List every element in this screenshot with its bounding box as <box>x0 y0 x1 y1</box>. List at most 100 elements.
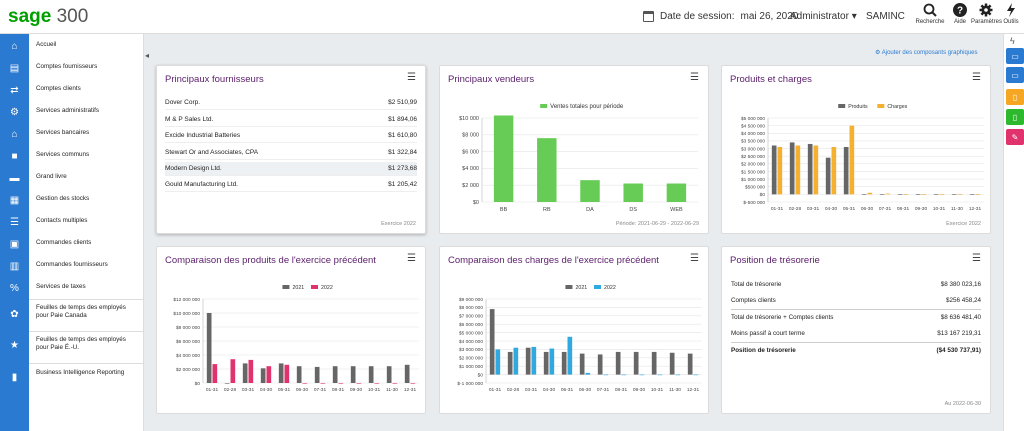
admin-icon[interactable]: ⚙ <box>10 106 19 118</box>
legend-label[interactable]: Ventes totales pour période <box>550 104 624 110</box>
bar[interactable] <box>314 366 320 383</box>
settings-button[interactable]: Paramètres <box>971 3 1002 25</box>
receivables-icon[interactable]: ⇄ <box>10 84 19 96</box>
legend-label[interactable]: 2021 <box>575 285 587 291</box>
bar[interactable] <box>579 353 585 375</box>
tools-button[interactable]: Outils <box>999 3 1023 25</box>
table-row[interactable]: M & P Sales Ltd. $1 894,06 <box>165 113 417 127</box>
bar[interactable] <box>368 366 374 383</box>
menu-item[interactable]: Business Intelligence Reporting <box>36 369 125 376</box>
bar[interactable] <box>777 147 783 195</box>
menu-item[interactable]: Services de taxes <box>36 283 86 290</box>
bar[interactable] <box>843 147 849 195</box>
bar[interactable] <box>623 183 643 202</box>
menu-item[interactable]: Commandes clients <box>36 239 92 246</box>
legend-label[interactable]: Produits <box>848 104 868 110</box>
legend-label[interactable]: 2021 <box>292 285 304 291</box>
session-date[interactable]: Date de session: mai 26, 2020 <box>643 11 798 22</box>
table-row[interactable]: Gould Manufacturing Ltd. $1 205,42 <box>165 178 417 192</box>
bar[interactable] <box>597 354 603 375</box>
menu-item[interactable]: Services communs <box>36 151 90 158</box>
bar[interactable] <box>633 351 639 375</box>
bar[interactable] <box>525 347 531 375</box>
collapse-menu-icon[interactable]: ◂ <box>145 51 150 60</box>
search-button[interactable]: Recherche <box>915 3 945 25</box>
bar[interactable] <box>338 383 344 384</box>
bar[interactable] <box>561 351 567 375</box>
bar[interactable] <box>356 383 362 384</box>
menu-item[interactable]: Services administratifs <box>36 107 99 114</box>
bar[interactable] <box>885 193 891 195</box>
bar[interactable] <box>278 363 284 383</box>
bar[interactable] <box>903 194 909 195</box>
tax-icon[interactable]: % <box>10 282 19 294</box>
bar[interactable] <box>771 145 777 195</box>
bar[interactable] <box>951 194 957 195</box>
legend-label[interactable]: 2022 <box>604 285 616 291</box>
bar[interactable] <box>386 366 392 383</box>
bar[interactable] <box>687 353 693 375</box>
menu-item[interactable]: Feuilles de temps des employés pour Paie… <box>36 336 126 351</box>
bar[interactable] <box>266 366 272 383</box>
bar[interactable] <box>495 349 501 375</box>
bar[interactable] <box>975 194 981 195</box>
inventory-icon[interactable]: ▦ <box>9 194 20 206</box>
menu-icon[interactable]: ☰ <box>690 72 699 83</box>
bar[interactable] <box>651 351 657 375</box>
menu-item[interactable]: Accueil <box>36 41 57 48</box>
menu-item[interactable]: Gestion des stocks <box>36 195 90 202</box>
bar[interactable] <box>392 383 398 384</box>
legend-label[interactable]: 2022 <box>321 285 333 291</box>
bar[interactable] <box>350 366 356 383</box>
menu-icon[interactable]: ☰ <box>407 253 416 264</box>
bar[interactable] <box>489 309 495 375</box>
bar[interactable] <box>897 194 903 195</box>
table-row[interactable]: Stewart Or and Associates, CPA $1 322,84 <box>165 146 417 160</box>
bar[interactable] <box>230 359 236 383</box>
bar[interactable] <box>666 183 687 202</box>
sage-logo[interactable]: sage 300 <box>8 6 89 27</box>
bar[interactable] <box>284 364 290 383</box>
bar[interactable] <box>813 145 819 195</box>
bar[interactable] <box>374 383 380 384</box>
add-components-link[interactable]: ⚙ Ajouter des composants graphiques <box>875 50 978 56</box>
menu-item[interactable]: Services bancaires <box>36 129 90 136</box>
bar[interactable] <box>248 359 254 383</box>
menu-icon[interactable]: ☰ <box>972 253 981 264</box>
bar[interactable] <box>580 180 600 202</box>
bar[interactable] <box>675 374 681 376</box>
company-name[interactable]: SAMINC <box>866 11 905 22</box>
document-icon[interactable]: ▯ <box>1006 89 1024 105</box>
bar[interactable] <box>939 194 945 195</box>
purchase-icon[interactable]: ▥ <box>9 260 20 272</box>
bar[interactable] <box>531 346 537 375</box>
legend-label[interactable]: Charges <box>887 104 907 110</box>
lightning-icon[interactable]: ϟ <box>1010 36 1015 46</box>
bar[interactable] <box>693 374 699 376</box>
bar[interactable] <box>639 374 645 376</box>
bar[interactable] <box>507 351 513 375</box>
help-button[interactable]: ? Aide <box>945 3 975 25</box>
menu-icon[interactable]: ☰ <box>972 72 981 83</box>
bar[interactable] <box>933 194 939 195</box>
bar[interactable] <box>825 157 831 195</box>
orders-icon[interactable]: ▣ <box>9 238 20 250</box>
bar[interactable] <box>957 194 963 195</box>
bar[interactable] <box>969 194 975 195</box>
menu-item[interactable]: Comptes fournisseurs <box>36 63 98 70</box>
bar[interactable] <box>657 374 663 376</box>
bar[interactable] <box>615 351 621 375</box>
bar[interactable] <box>543 351 549 375</box>
bar[interactable] <box>915 194 921 195</box>
widget-icon[interactable]: ▭ <box>1006 48 1024 64</box>
bar[interactable] <box>242 363 248 383</box>
menu-icon[interactable]: ☰ <box>690 253 699 264</box>
bar[interactable] <box>513 347 519 375</box>
timesheet-us-icon[interactable]: ★ <box>10 339 19 351</box>
bar[interactable] <box>332 366 338 383</box>
bank-icon[interactable]: ⌂ <box>11 128 18 140</box>
bar[interactable] <box>603 374 609 376</box>
bar[interactable] <box>212 364 218 383</box>
bar[interactable] <box>537 138 557 202</box>
bar[interactable] <box>795 145 801 195</box>
